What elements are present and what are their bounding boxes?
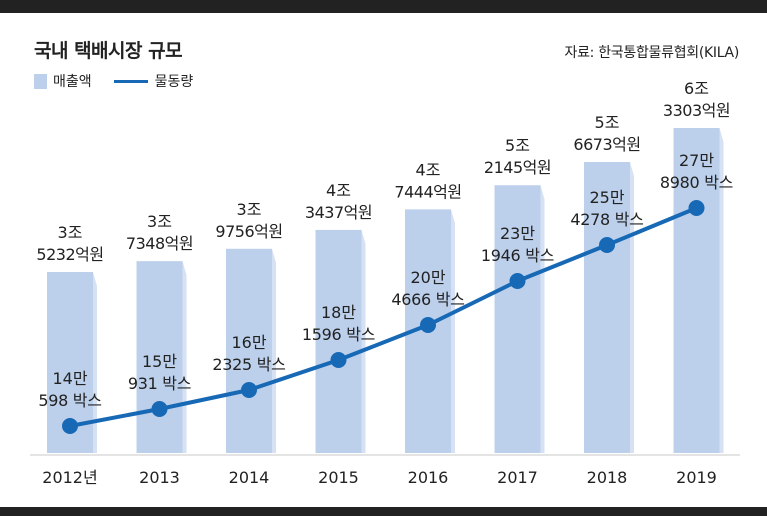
revenue-label: 4조 bbox=[416, 160, 441, 179]
legend-label-volume: 물동량 bbox=[154, 74, 194, 90]
revenue-bar-shade bbox=[719, 128, 724, 453]
volume-label: 14만 bbox=[52, 369, 87, 388]
revenue-label: 3437억원 bbox=[305, 203, 372, 222]
revenue-bar-shade bbox=[93, 272, 97, 453]
volume-point bbox=[241, 382, 257, 398]
volume-point bbox=[62, 418, 78, 434]
volume-label: 18만 bbox=[321, 303, 356, 322]
revenue-label: 7348억원 bbox=[126, 234, 193, 253]
revenue-bar-shade bbox=[272, 248, 276, 453]
legend-swatch-revenue bbox=[34, 73, 47, 89]
revenue-label: 4조 bbox=[326, 181, 351, 200]
volume-line bbox=[69, 206, 698, 428]
revenue-label: 5조 bbox=[505, 136, 530, 155]
volume-label: 4278 박스 bbox=[570, 210, 643, 229]
revenue-label: 6673억원 bbox=[573, 135, 640, 154]
revenue-bar bbox=[494, 185, 541, 453]
x-tick-label: 2018 bbox=[587, 468, 628, 487]
revenue-label: 6조 bbox=[684, 79, 709, 98]
revenue-label: 7444억원 bbox=[394, 182, 461, 201]
revenue-label: 5232억원 bbox=[36, 245, 103, 264]
revenue-bar-shade bbox=[361, 229, 366, 453]
volume-label: 1946 박스 bbox=[481, 246, 554, 265]
volume-label: 598 박스 bbox=[38, 391, 101, 410]
volume-label: 1596 박스 bbox=[302, 325, 375, 344]
revenue-label: 3조 bbox=[58, 223, 83, 242]
top-rule bbox=[0, 0, 767, 13]
volume-label: 23만 bbox=[500, 224, 535, 243]
revenue-label: 3303억원 bbox=[663, 101, 730, 120]
volume-label: 8980 박스 bbox=[660, 173, 733, 192]
volume-label: 931 박스 bbox=[128, 374, 191, 393]
volume-label: 15만 bbox=[142, 352, 177, 371]
volume-label: 4666 박스 bbox=[391, 290, 464, 309]
x-tick-label: 2019 bbox=[676, 468, 717, 487]
x-tick-label: 2015 bbox=[318, 468, 359, 487]
revenue-bar-shade bbox=[540, 185, 545, 453]
x-tick-label: 2016 bbox=[408, 468, 449, 487]
revenue-bar bbox=[136, 261, 183, 453]
volume-label: 27만 bbox=[679, 151, 714, 170]
legend-label-revenue: 매출액 bbox=[53, 74, 92, 90]
bottom-rule bbox=[0, 507, 767, 516]
volume-point bbox=[509, 273, 526, 289]
revenue-bar bbox=[226, 248, 272, 453]
legend-swatch-volume bbox=[113, 79, 148, 83]
revenue-label: 3조 bbox=[147, 212, 172, 231]
revenue-bar bbox=[584, 162, 630, 453]
revenue-label: 2145억원 bbox=[484, 158, 551, 177]
x-tick-label: 2014 bbox=[229, 468, 270, 487]
volume-point bbox=[151, 401, 168, 417]
revenue-bar-shade bbox=[451, 209, 455, 453]
revenue-label: 5조 bbox=[595, 113, 620, 132]
chart-title: 국내 택배시장 규모 bbox=[34, 40, 183, 62]
volume-label: 20만 bbox=[410, 268, 445, 287]
revenue-bar bbox=[315, 229, 362, 453]
x-tick-label: 2013 bbox=[139, 468, 180, 487]
revenue-label: 9756억원 bbox=[215, 222, 282, 241]
volume-point bbox=[688, 200, 705, 216]
volume-label: 25만 bbox=[589, 188, 624, 207]
revenue-bar-shade bbox=[630, 162, 634, 453]
volume-point bbox=[330, 352, 347, 368]
revenue-label: 3조 bbox=[237, 200, 262, 219]
revenue-bar-shade bbox=[182, 261, 187, 453]
source-note: 자료: 한국통합물류협회(KILA) bbox=[564, 45, 740, 61]
volume-point bbox=[420, 317, 436, 333]
revenue-bar bbox=[673, 128, 720, 453]
x-tick-label: 2017 bbox=[497, 468, 538, 487]
legend: 매출액 물동량 bbox=[34, 71, 193, 91]
volume-label: 16만 bbox=[231, 333, 266, 352]
x-tick-label: 2012년 bbox=[42, 468, 97, 487]
volume-point bbox=[599, 237, 615, 253]
volume-label: 2325 박스 bbox=[212, 355, 285, 374]
